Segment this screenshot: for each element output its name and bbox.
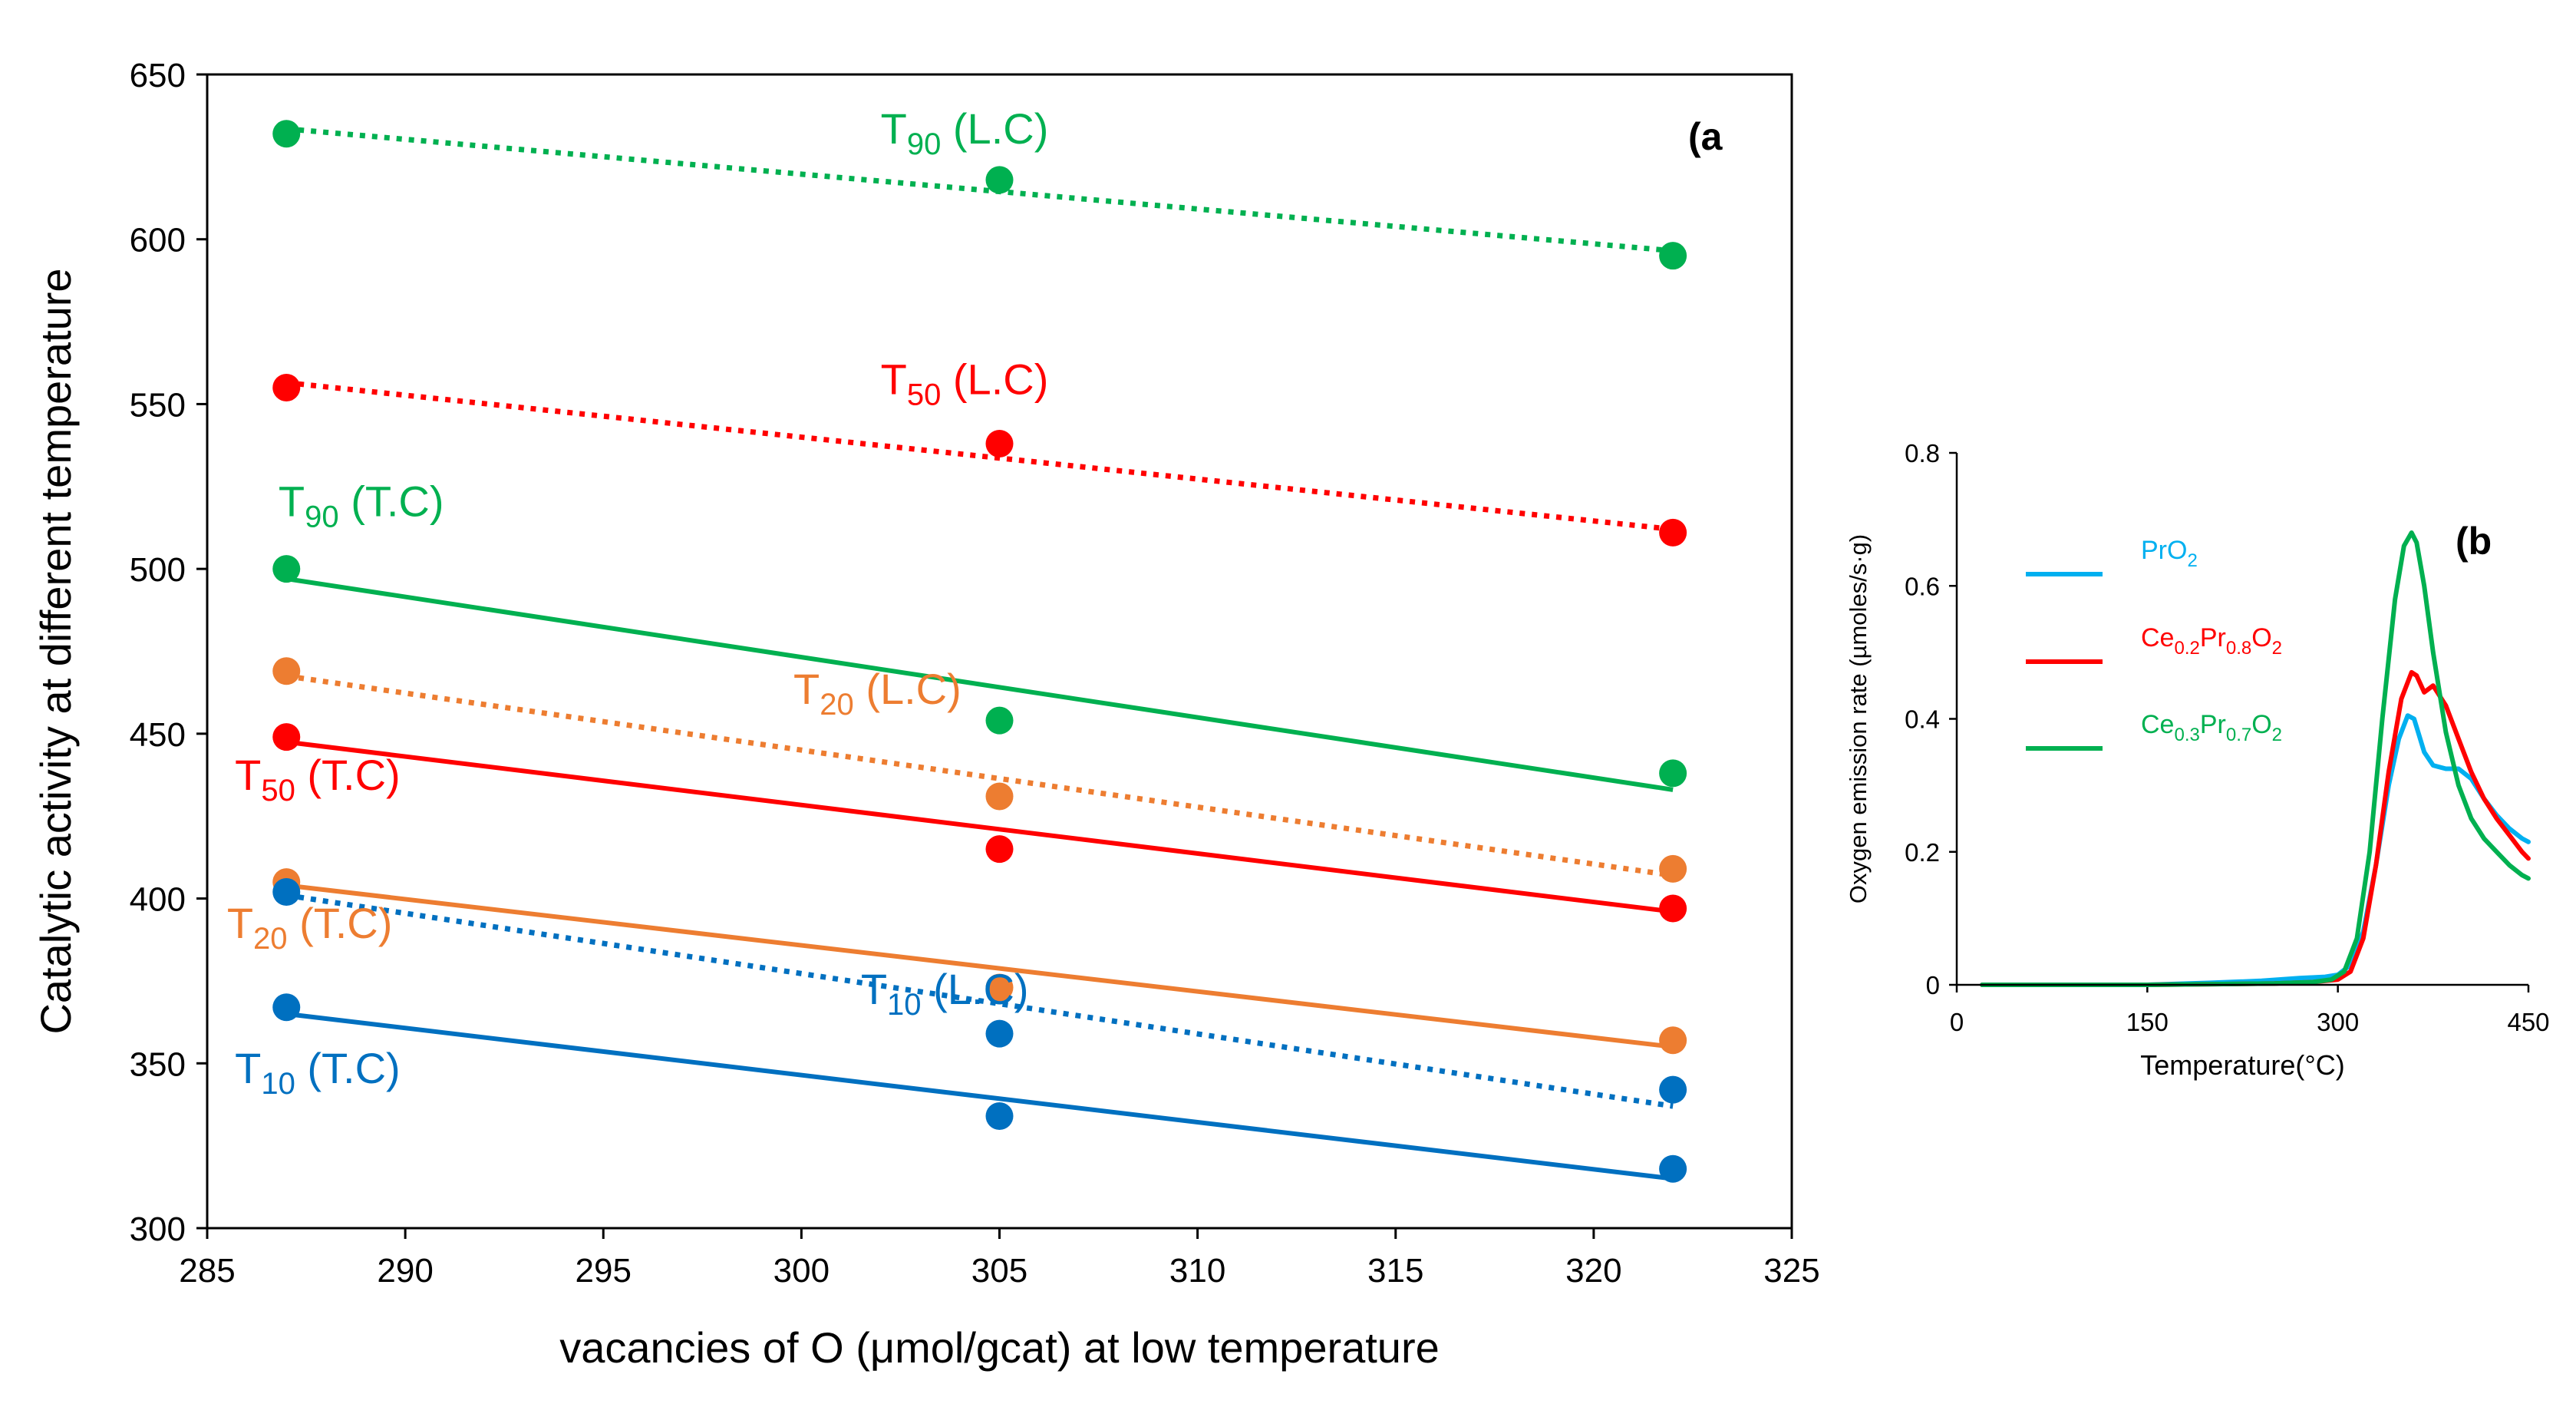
a-x-tick-label: 310 [1169, 1252, 1225, 1290]
a-point-t50_tc [1659, 894, 1687, 923]
panel-b-y-axis: 0 0.2 0.4 0.6 0.8 [1905, 439, 1957, 999]
b-y-tick-label: 0.8 [1905, 439, 1940, 467]
panel-a-x-axis: 285 290 295 300 305 310 315 320 325 [179, 1228, 1820, 1290]
a-series-label-t90_tc: T90 (T.C) [279, 477, 444, 533]
panel-a-label: (a [1688, 115, 1723, 158]
b-legend-label-0: PrO2 [2141, 536, 2198, 571]
a-point-t20_lc [272, 657, 301, 685]
a-y-tick-label: 350 [130, 1045, 186, 1083]
panel-a-data-points [272, 120, 1687, 1183]
b-y-tick-label: 0 [1926, 971, 1940, 999]
panel-a-x-axis-title: vacancies of O (μmol/gcat) at low temper… [559, 1323, 1440, 1372]
a-trendline-t90_tc [285, 576, 1674, 792]
a-y-tick-label: 500 [130, 551, 186, 589]
a-series-label-t90_lc: T90 (L.C) [881, 104, 1049, 161]
a-trendline-t20_tc [285, 883, 1674, 1049]
b-x-tick-label: 150 [2126, 1008, 2169, 1036]
a-x-tick-label: 305 [971, 1252, 1027, 1290]
b-series-line-2 [1980, 530, 2531, 987]
a-series-label-t10_tc: T10 (T.C) [235, 1044, 401, 1101]
b-y-tick-label: 0.4 [1905, 705, 1940, 734]
a-y-tick-label: 550 [130, 386, 186, 424]
a-point-t10_tc [1659, 1154, 1687, 1183]
a-point-t10_tc [985, 1101, 1014, 1130]
b-legend-label-2: Ce0.3Pr0.7O2 [2141, 710, 2282, 745]
panel-b-legend: PrO2 Ce0.2Pr0.8O2 Ce0.3Pr0.7O2 [2026, 536, 2282, 751]
a-point-t20_tc [1659, 1026, 1687, 1055]
a-point-t90_tc [272, 555, 301, 583]
panel-b-x-axis-title: Temperature(°C) [2140, 1049, 2344, 1081]
a-y-tick-label: 650 [130, 57, 186, 94]
a-point-t20_lc [1659, 854, 1687, 883]
a-point-t90_tc [1659, 759, 1687, 788]
a-x-tick-label: 295 [576, 1252, 632, 1290]
a-y-tick-label: 600 [130, 222, 186, 259]
a-point-t50_lc [985, 429, 1014, 457]
panel-b-y-axis-title: Oxygen emission rate (µmoles/s·g) [1845, 534, 1872, 903]
a-series-label-t50_tc: T50 (T.C) [235, 751, 401, 808]
a-y-tick-label: 450 [130, 716, 186, 754]
b-legend-label-1: Ce0.2Pr0.8O2 [2141, 623, 2282, 659]
a-series-label-t50_lc: T50 (L.C) [881, 355, 1049, 412]
a-trendline-t10_lc [285, 892, 1674, 1109]
a-point-t10_lc [985, 1019, 1014, 1048]
a-series-label-t10_lc: T10 (L.C) [861, 965, 1029, 1022]
a-point-t50_lc [272, 373, 301, 401]
a-point-t50_tc [272, 723, 301, 751]
a-point-t10_lc [1659, 1075, 1687, 1104]
a-point-t20_tc [985, 973, 1014, 1002]
panel-a-chart: 300 350 400 450 500 550 600 650 285 290 295 300 305… [31, 57, 1820, 1372]
b-y-tick-label: 0.2 [1905, 838, 1940, 867]
a-trendline-t50_tc [285, 739, 1674, 914]
panel-b-series-lines [1980, 530, 2531, 987]
b-x-tick-label: 0 [1950, 1008, 1964, 1036]
a-trendline-t20_lc [285, 673, 1674, 878]
panel-a-y-axis-title: Catalytic activity at different temperat… [31, 268, 80, 1034]
b-y-tick-label: 0.6 [1905, 572, 1940, 600]
b-x-tick-label: 300 [2317, 1008, 2359, 1036]
a-point-t90_lc [1659, 242, 1687, 270]
panel-a-series-labels: T90 (L.C) T50 (L.C) T90 (T.C) T20 (L.C) T50 … [227, 104, 1049, 1101]
panel-b-label: (b [2456, 520, 2492, 563]
a-point-t90_lc [272, 120, 301, 148]
a-point-t50_tc [985, 835, 1014, 864]
a-x-tick-label: 325 [1763, 1252, 1819, 1290]
a-point-t10_lc [272, 877, 301, 906]
a-y-tick-label: 400 [130, 881, 186, 919]
a-x-tick-label: 300 [773, 1252, 830, 1290]
a-point-t50_lc [1659, 518, 1687, 547]
a-point-t10_tc [272, 993, 301, 1022]
a-point-t90_tc [985, 706, 1014, 735]
b-x-tick-label: 450 [2507, 1008, 2549, 1036]
a-point-t20_lc [985, 782, 1014, 811]
panel-a-trendlines [285, 126, 1674, 1181]
a-x-tick-label: 315 [1367, 1252, 1423, 1290]
a-series-label-t20_lc: T20 (L.C) [793, 665, 961, 722]
panel-b-chart: 0 0.2 0.4 0.6 0.8 0 150 300 450 PrO2 Ce0.2Pr0.8O… [1845, 439, 2550, 1081]
a-trendline-t10_tc [285, 1011, 1674, 1181]
a-x-tick-label: 285 [179, 1252, 235, 1290]
a-x-tick-label: 320 [1565, 1252, 1621, 1290]
a-x-tick-label: 290 [377, 1252, 433, 1290]
a-point-t90_lc [985, 166, 1014, 194]
panel-b-x-axis: 0 150 300 450 [1950, 985, 2550, 1036]
panel-a-y-axis: 300 350 400 450 500 550 600 650 [130, 57, 207, 1248]
a-series-label-t20_tc: T20 (T.C) [227, 899, 393, 956]
a-y-tick-label: 300 [130, 1210, 186, 1248]
